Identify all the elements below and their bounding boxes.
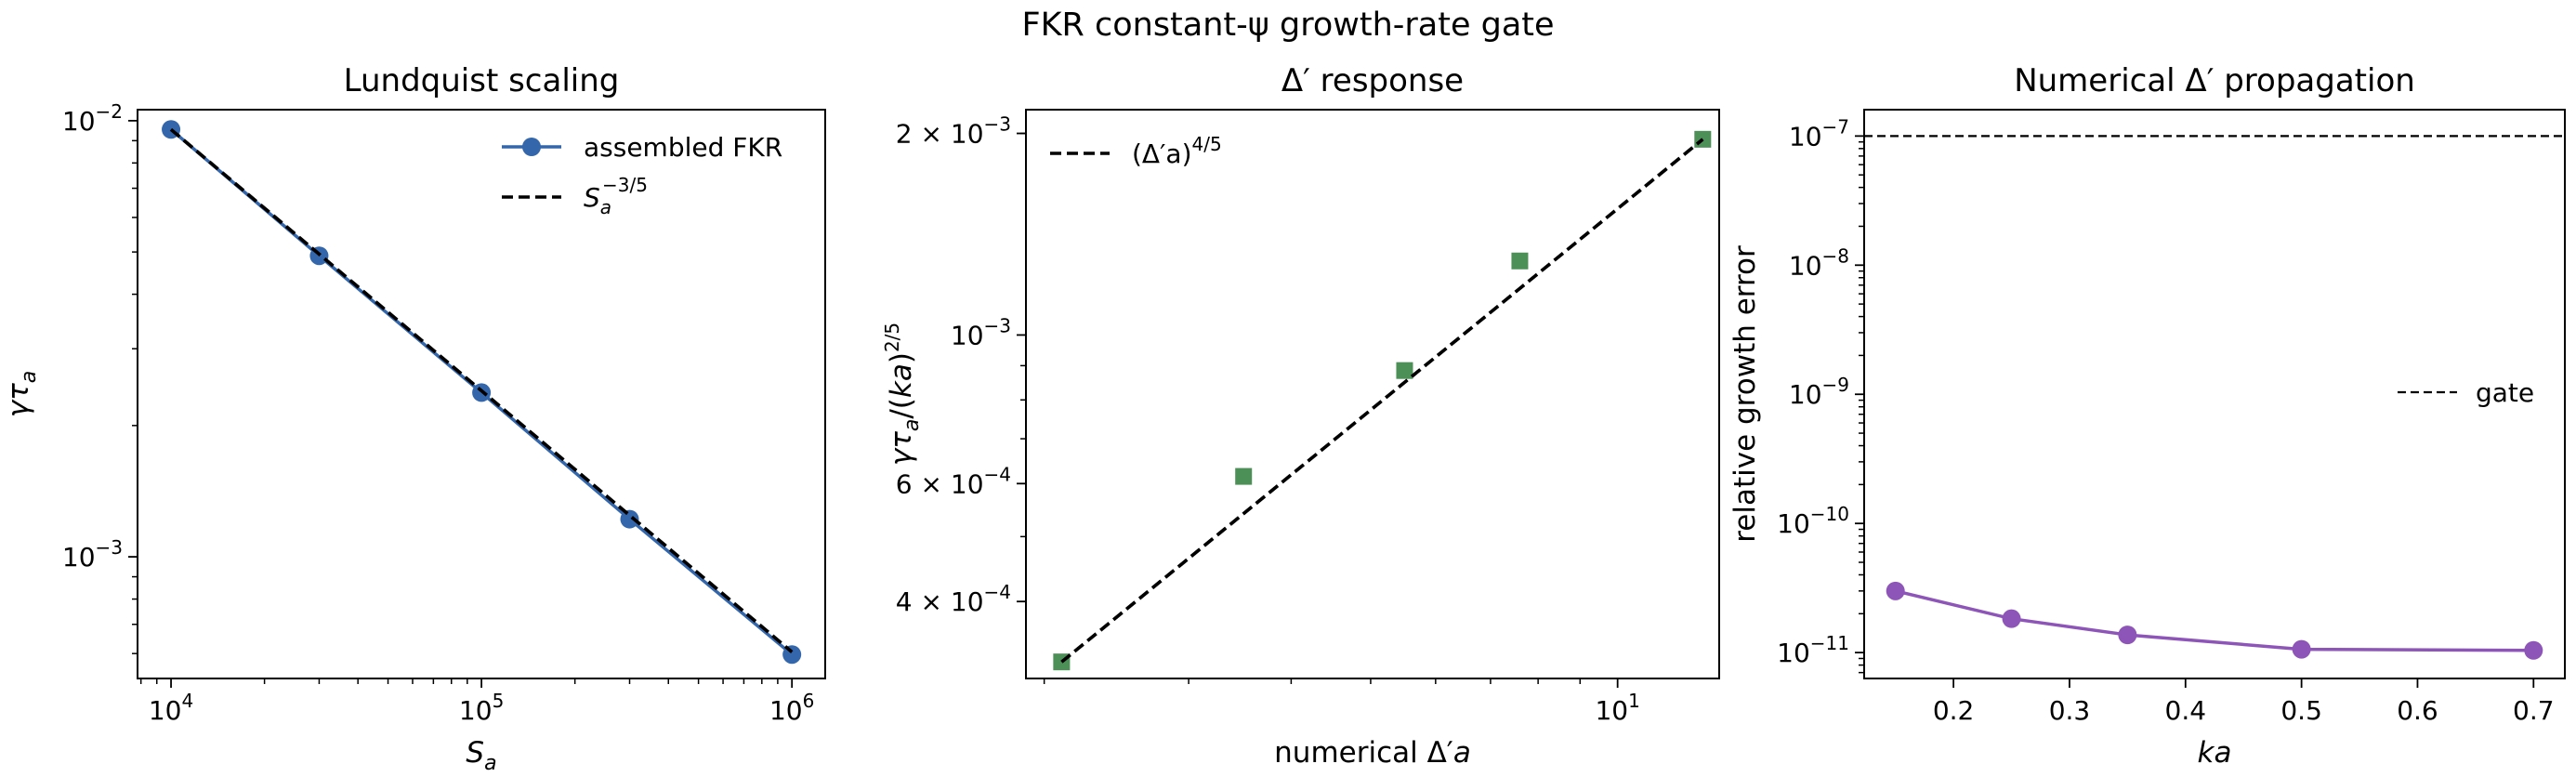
legend-label-gate: gate: [2476, 377, 2534, 408]
y-tick-label: 6 × 10−4: [896, 463, 1011, 499]
y-tick-label: 10−3: [62, 536, 123, 573]
y-tick-label: 10−2: [62, 100, 123, 137]
chart-title: Δ′ response: [1281, 62, 1464, 99]
y-tick-label: 10−9: [1789, 374, 1849, 410]
x-tick-label: 0.4: [2165, 695, 2207, 726]
axes-frame: [137, 109, 826, 679]
y-tick-label: 10−8: [1789, 244, 1849, 281]
y-tick-label: 4 × 10−4: [896, 581, 1011, 617]
x-tick-label: 106: [769, 690, 814, 726]
y-tick-label: 10−11: [1777, 632, 1849, 668]
legend-label-fit: (Δ′a)4/5: [1132, 133, 1222, 169]
x-axis-label: numerical Δ′a: [1274, 736, 1471, 770]
x-tick-label: 0.2: [1933, 695, 1975, 726]
legend-label-fit: Sa−3/5: [584, 174, 648, 218]
x-axis-label: Sa: [466, 736, 496, 775]
legend-label-assembled: assembled FKR: [584, 132, 782, 163]
x-axis-label: ka: [2198, 736, 2232, 770]
x-tick-label: 101: [1595, 690, 1639, 726]
x-tick-label: 105: [459, 690, 504, 726]
data-point: [1396, 362, 1413, 379]
axes-frame: [1863, 109, 2566, 679]
y-axis-label: γτa: [2, 371, 41, 418]
data-point: [2118, 626, 2137, 645]
fit-line: [1060, 138, 1704, 664]
x-tick-label: 104: [149, 690, 193, 726]
chart-title: Lundquist scaling: [344, 62, 620, 99]
fit-line: [169, 127, 794, 653]
x-tick-label: 0.3: [2049, 695, 2091, 726]
data-point: [2002, 609, 2021, 628]
data-point: [1886, 581, 1905, 600]
x-tick-label: 0.5: [2280, 695, 2322, 726]
data-point: [2292, 639, 2311, 659]
x-tick-label: 0.7: [2513, 695, 2555, 726]
y-axis-label: γτa/(ka)2/5: [881, 323, 924, 466]
data-point: [1694, 130, 1712, 148]
x-tick-label: 0.6: [2397, 695, 2438, 726]
chart-panel-delta-prime-response: Δ′ response 101 4 × 10−4 6 × 10−4 10−3 2 × 10…: [881, 62, 1720, 770]
y-tick-label: 10−7: [1789, 115, 1849, 151]
y-axis-label: relative growth error: [1728, 245, 1762, 543]
data-point: [1511, 252, 1529, 270]
data-point: [2524, 640, 2543, 660]
y-tick-label: 2 × 10−3: [896, 113, 1011, 150]
chart-title: Numerical Δ′ propagation: [2014, 62, 2415, 99]
data-point: [620, 509, 639, 529]
axes-frame: [1025, 109, 1720, 679]
chart-panel-lundquist-scaling: Lundquist scaling 104 105 106 10−3 10−2 Sa γτa a…: [2, 62, 826, 775]
data-point: [1235, 468, 1253, 485]
series-line: [1895, 589, 2534, 652]
chart-panel-numerical-propagation: Numerical Δ′ propagation 0.2 0.3 0.4 0.5 0.6 0…: [1728, 62, 2566, 770]
y-tick-label: 10−3: [951, 314, 1011, 350]
figure-suptitle: FKR constant-ψ growth-rate gate: [1021, 7, 1554, 44]
y-tick-label: 10−10: [1777, 503, 1849, 539]
legend-marker-assembled: [522, 138, 541, 156]
